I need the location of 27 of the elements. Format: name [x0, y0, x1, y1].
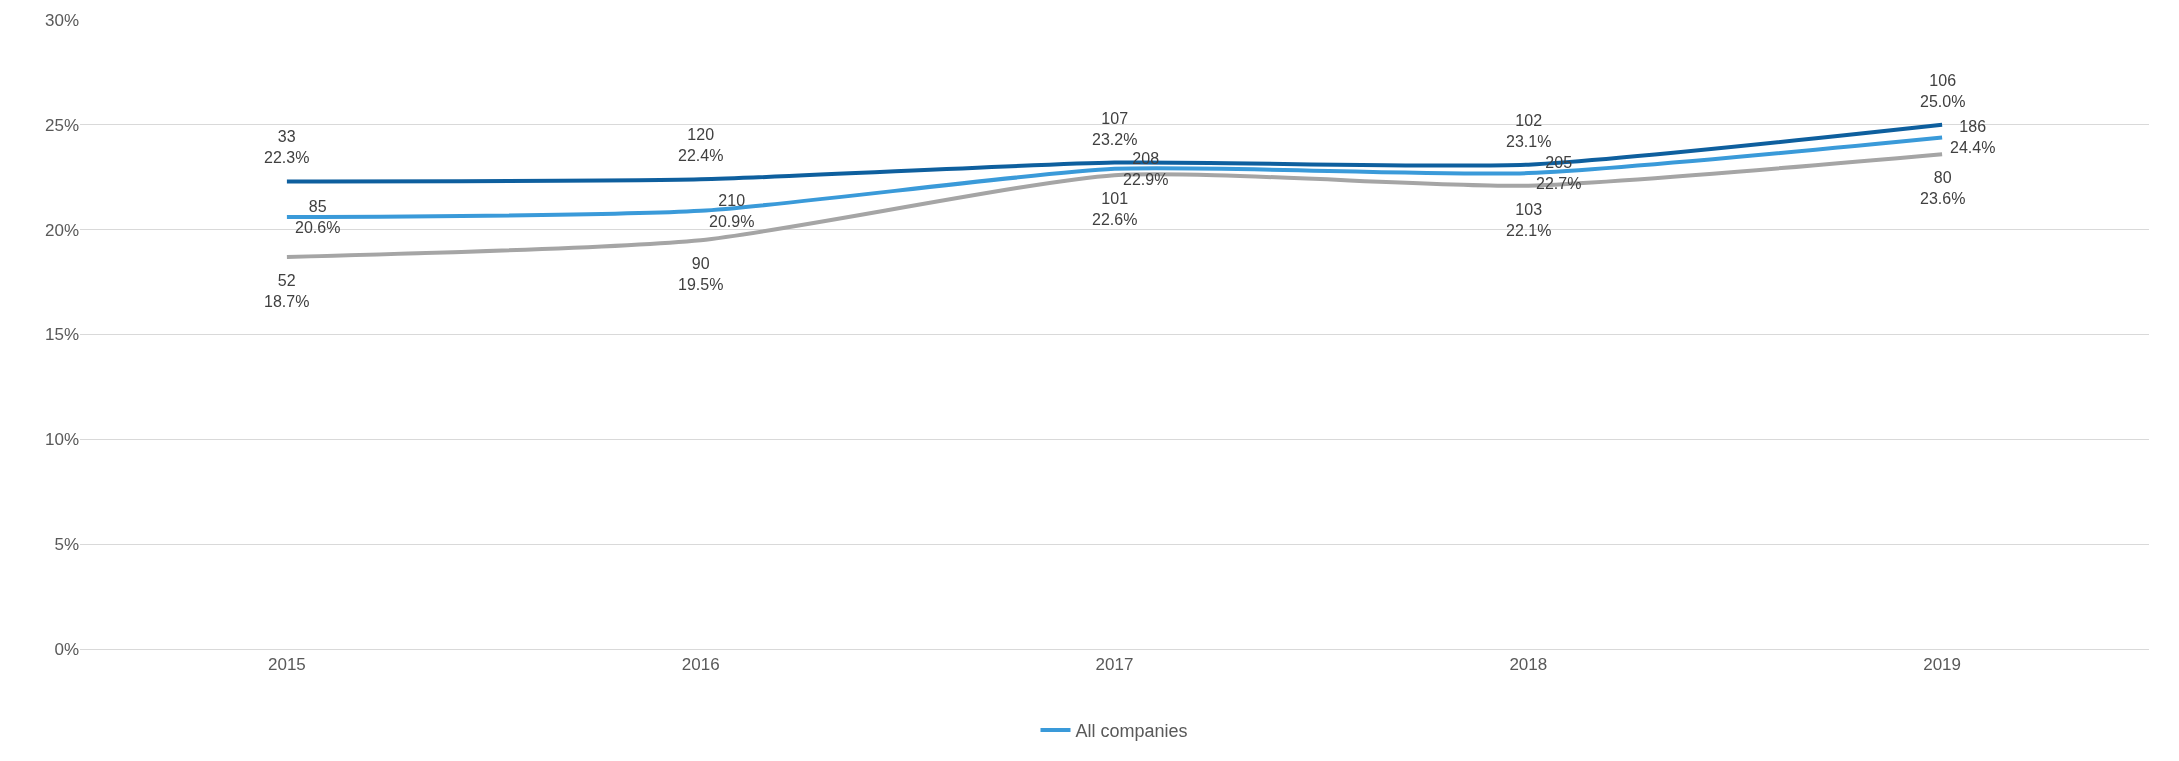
data-label: 120 22.4% — [678, 126, 724, 164]
x-tick-label: 2015 — [267, 655, 306, 675]
data-label: 107 23.2% — [1092, 110, 1138, 148]
data-label: 85 20.6% — [295, 198, 341, 236]
data-label: 186 24.4% — [1950, 118, 1996, 156]
y-tick-label: 5% — [54, 535, 79, 555]
x-tick-label: 2019 — [1923, 655, 1962, 675]
x-tick-label: 2016 — [681, 655, 720, 675]
data-label: 33 22.3% — [264, 128, 310, 166]
y-tick-label: 30% — [44, 10, 79, 30]
data-label: 210 20.9% — [709, 192, 755, 230]
data-label: 205 22.7% — [1536, 154, 1582, 192]
data-label: 103 22.1% — [1506, 201, 1552, 239]
data-label: 102 23.1% — [1506, 112, 1552, 150]
data-label: 80 23.6% — [1920, 169, 1966, 207]
data-label: 52 18.7% — [264, 272, 310, 310]
data-label: 101 22.6% — [1092, 190, 1138, 228]
y-tick-label: 20% — [44, 220, 79, 240]
y-tick-label: 10% — [44, 430, 79, 450]
y-tick-label: 25% — [44, 115, 79, 135]
legend-label: All companies — [1075, 721, 1188, 742]
x-tick-label: 2017 — [1095, 655, 1134, 675]
data-label: 106 25.0% — [1920, 72, 1966, 110]
x-tick-label: 2018 — [1509, 655, 1548, 675]
y-tick-label: 0% — [54, 639, 79, 659]
y-tick-label: 15% — [44, 325, 79, 345]
data-label: 90 19.5% — [678, 255, 724, 293]
